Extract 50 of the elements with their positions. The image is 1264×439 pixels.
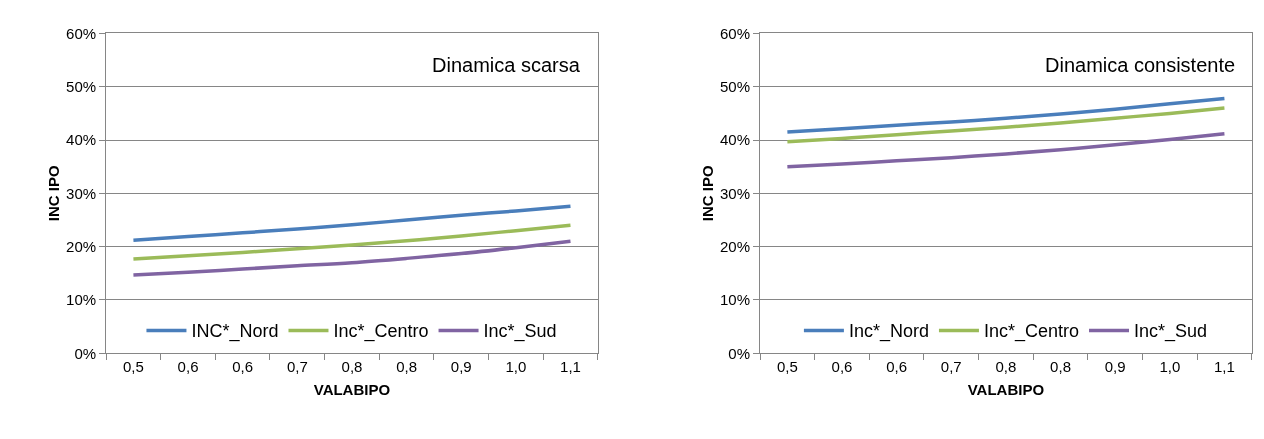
y-tick-label: 0% [74,344,97,362]
x-axis-title: VALABIPO [967,381,1045,399]
y-tick-label: 20% [66,237,97,255]
y-tick-label: 60% [66,24,97,42]
y-tick-label: 50% [720,78,751,95]
x-tick-label: 0,7 [940,358,962,376]
x-tick-label: 0,7 [286,358,308,376]
x-tick-label: 0,8 [995,358,1017,376]
x-tick-label: 0,5 [776,358,798,376]
y-tick-label: 30% [720,184,751,202]
y-tick-label: 50% [66,78,97,95]
y-axis-title: INC IPO [699,165,717,222]
line-series [785,106,1227,144]
x-tick-label: 1,0 [1159,358,1181,376]
annotation: Dinamica consistente [1045,54,1236,76]
x-tick-label: 0,9 [1104,358,1126,376]
x-tick-label: 0,6 [177,358,199,376]
x-tick-label: 1,1 [1214,358,1235,376]
legend-label: Inc*_Sud [1134,321,1208,343]
x-tick-label: 0,8 [1050,358,1071,376]
line-series [131,223,573,261]
legend-label: Inc*_Sud [483,321,557,343]
line-series [131,204,573,242]
y-tick-label: 20% [720,237,751,255]
line-series [785,131,1227,169]
x-tick-label: 0,8 [396,358,418,376]
annotation: Dinamica scarsa [432,54,581,76]
legend-label: Inc*_Centro [983,321,1080,343]
x-tick-label: 0,9 [450,358,472,376]
x-tick-label: 0,6 [831,358,853,376]
y-tick-label: 40% [66,131,97,149]
x-tick-label: 0,8 [341,358,363,376]
x-tick-label: 0,5 [122,358,144,376]
legend-label: INC*_Nord [191,321,279,343]
legend-label: Inc*_Centro [333,321,429,343]
y-tick-label: 60% [720,24,751,42]
y-tick-label: 10% [66,291,97,309]
y-axis-title: INC IPO [45,165,63,222]
y-tick-label: 0% [728,344,751,362]
legend-label: Inc*_Nord [848,321,929,343]
y-tick-label: 30% [66,184,97,202]
x-tick-label: 1,0 [505,358,527,376]
y-tick-label: 10% [720,291,751,309]
x-tick-label: 0,6 [886,358,908,376]
x-axis-title: VALABIPO [313,381,391,399]
y-tick-label: 40% [720,131,751,149]
line-series [785,96,1227,134]
line-series [131,239,573,277]
x-tick-label: 1,1 [560,358,581,376]
x-tick-label: 0,6 [232,358,254,376]
